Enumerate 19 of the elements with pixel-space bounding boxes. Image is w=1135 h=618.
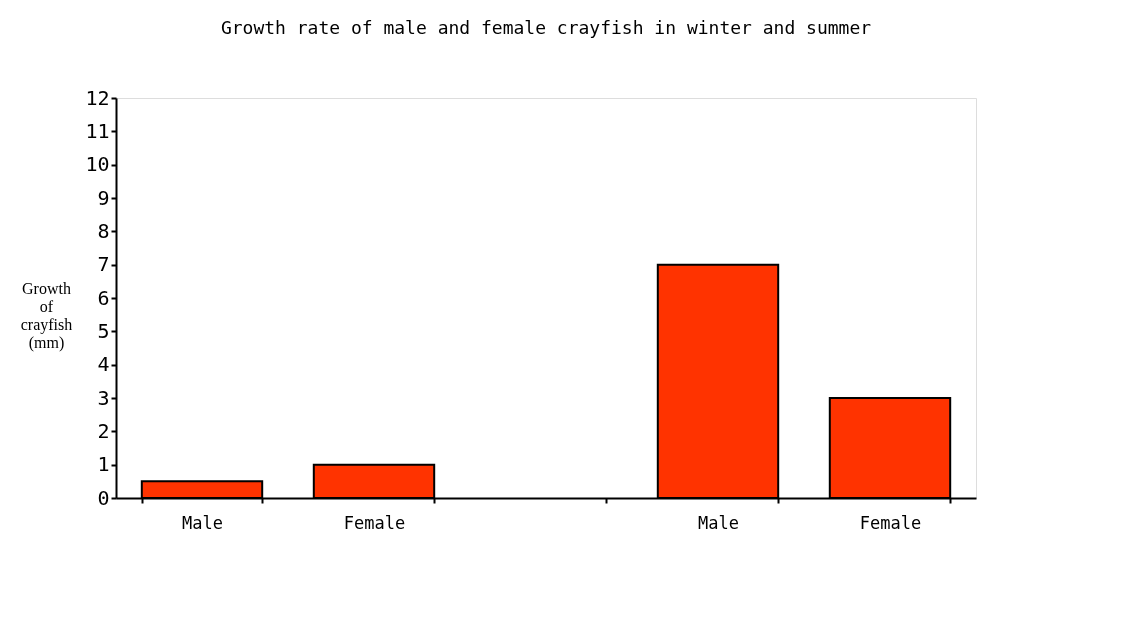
y-tick-label: 1 <box>97 452 110 477</box>
y-tick-label: 6 <box>97 285 110 310</box>
y-tick-label: 10 <box>85 152 110 177</box>
y-tick-label: 2 <box>97 418 110 443</box>
y-tick-label: 3 <box>97 385 110 410</box>
x-tick-label: Male <box>182 512 223 533</box>
y-tick-label: 5 <box>97 318 110 343</box>
y-tick-label: 0 <box>97 485 110 510</box>
y-tick-label: 8 <box>97 218 110 243</box>
x-tick-label: Female <box>343 512 406 533</box>
y-tick-label: 4 <box>97 352 110 377</box>
y-tick-label: 12 <box>85 85 110 110</box>
x-tick-label: Male <box>698 512 739 533</box>
y-axis-title: Growth of crayfish (mm) <box>20 279 73 352</box>
y-tick-label: 11 <box>85 118 110 143</box>
y-tick-label: 7 <box>97 252 110 277</box>
chart-title: Growth rate of male and female crayfish in winter and summer <box>220 17 872 38</box>
x-tick-label: Female <box>859 512 922 533</box>
y-tick-label: 9 <box>97 185 110 210</box>
